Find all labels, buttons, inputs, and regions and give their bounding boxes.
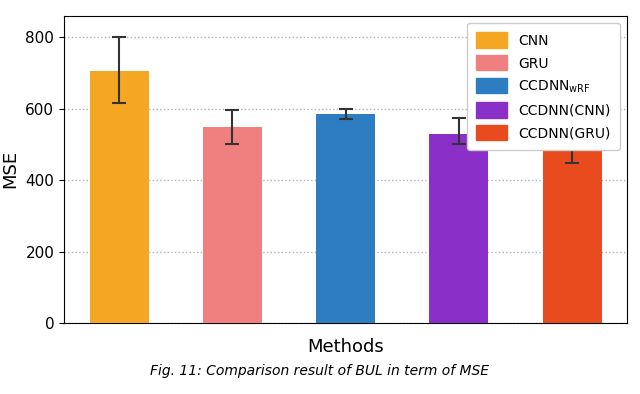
Bar [543,146,602,323]
Text: Fig. 11: Comparison result of BUL in term of MSE: Fig. 11: Comparison result of BUL in ter… [150,364,490,378]
Bar [90,71,148,323]
Bar [203,126,262,323]
X-axis label: Methods: Methods [307,338,384,356]
Legend: CNN, GRU, CCDNN$_{\mathregular{wRF}}$, CCDNN(CNN), CCDNN(GRU): CNN, GRU, CCDNN$_{\mathregular{wRF}}$, C… [467,23,620,150]
Bar [429,134,488,323]
Y-axis label: MSE: MSE [2,151,20,188]
Bar [316,114,375,323]
